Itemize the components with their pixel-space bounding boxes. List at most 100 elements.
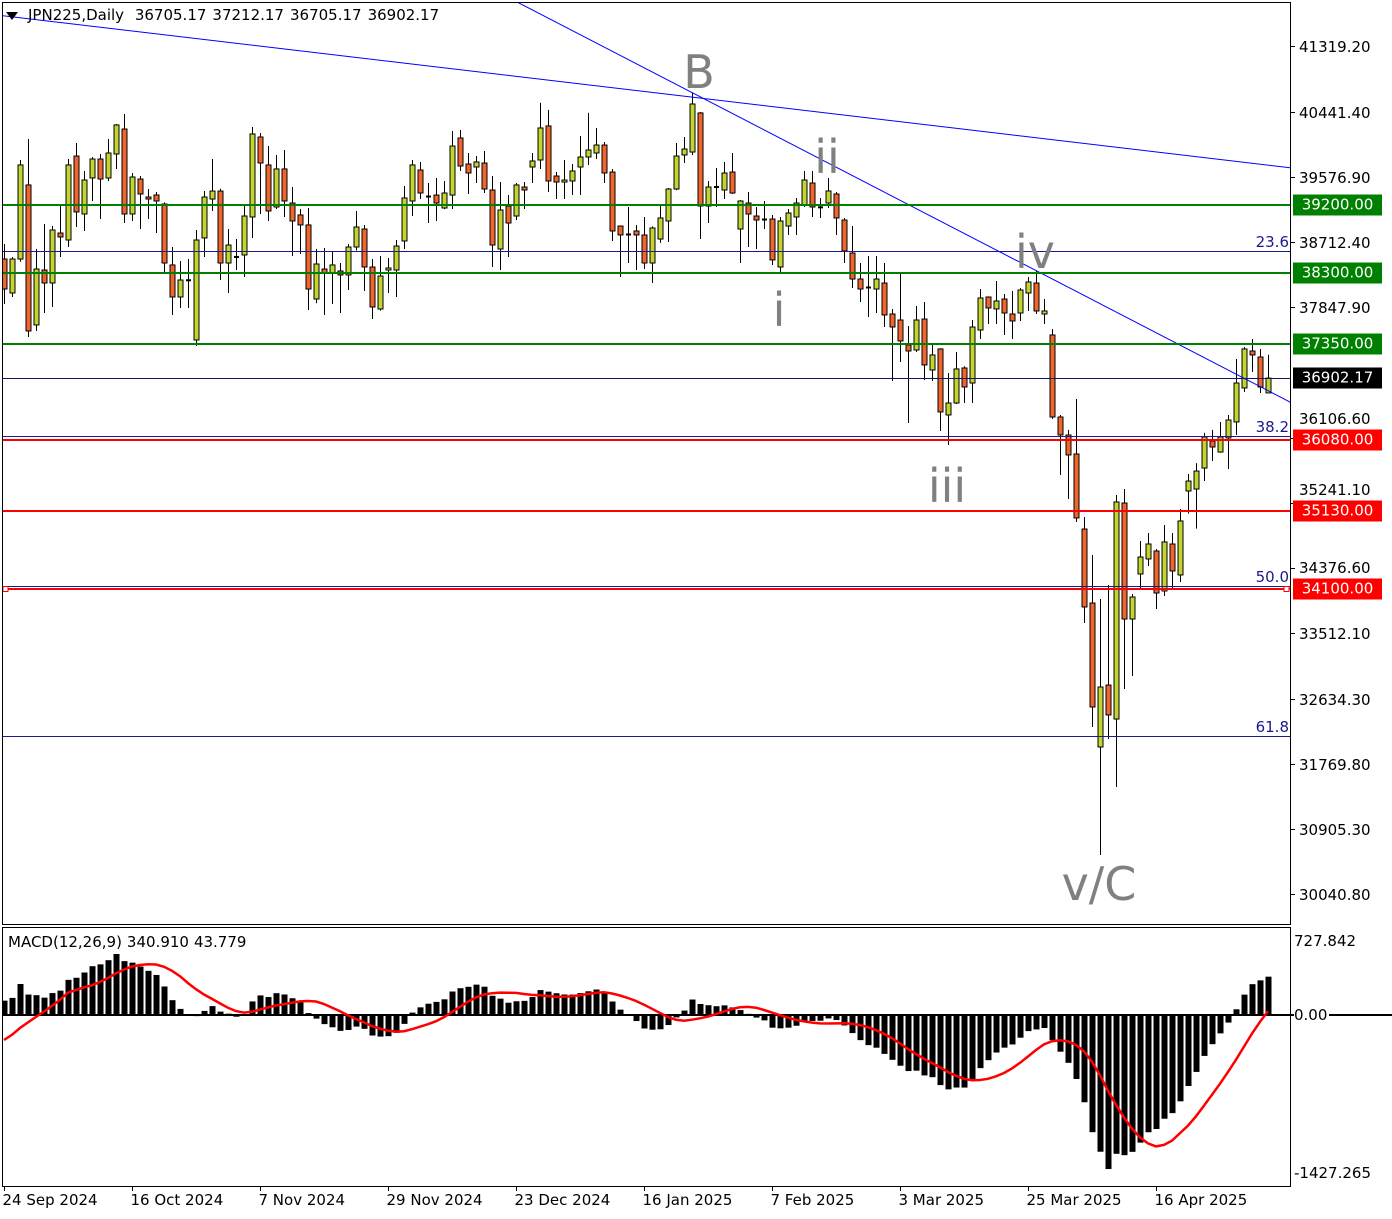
candle-body-bear: [121, 128, 128, 215]
macd-histogram-bar: [857, 1015, 864, 1041]
trendline[interactable]: [0, 0, 1300, 407]
macd-plot-frame: [2, 927, 1291, 1187]
selection-handle[interactable]: [1283, 586, 1290, 592]
candle: [89, 156, 96, 201]
macd-histogram-bar: [977, 1015, 984, 1069]
macd-histogram-bar: [1009, 1015, 1016, 1045]
candle: [1017, 287, 1024, 321]
candle: [714, 167, 719, 207]
candle-body-bull: [1017, 289, 1024, 314]
candle: [753, 206, 760, 249]
candle: [57, 204, 64, 257]
candle-body-bull: [49, 229, 56, 284]
candle: [217, 188, 224, 280]
candle-body-bull: [673, 155, 680, 190]
macd-histogram-bar: [89, 966, 96, 1015]
candle-body-bear: [1073, 453, 1080, 519]
candle-body-bull: [705, 186, 712, 207]
candle-body-bear: [161, 203, 168, 264]
macd-histogram-bar: [553, 993, 560, 1015]
macd-histogram-bar: [1265, 976, 1272, 1015]
candle-body-bull: [529, 160, 536, 168]
candle: [225, 229, 232, 294]
candle-body-bear: [601, 144, 608, 174]
candle: [1113, 494, 1120, 787]
candle-body-bull: [1113, 501, 1120, 720]
candle-body-bear: [3, 258, 8, 290]
macd-histogram-bar: [649, 1015, 656, 1030]
macd-layer: [3, 953, 1290, 1170]
candle-body-bear: [937, 348, 944, 413]
macd-histogram-bar: [161, 986, 168, 1015]
candle: [745, 192, 752, 247]
candle: [41, 223, 48, 314]
candle-body-bull: [977, 297, 984, 331]
trendline[interactable]: [0, 15, 1300, 169]
macd-histogram-bar: [409, 1012, 416, 1015]
candle-body-bear: [881, 282, 888, 316]
macd-histogram-bar: [249, 1001, 256, 1015]
candle: [465, 153, 472, 194]
macd-histogram-bar: [577, 993, 584, 1015]
candle-body-bull: [1233, 382, 1240, 423]
macd-histogram-bar: [193, 1015, 200, 1017]
candle-body-bear: [633, 230, 640, 236]
macd-histogram-bar: [73, 977, 80, 1015]
macd-histogram-bar: [257, 995, 264, 1015]
candle-body-bull: [409, 164, 416, 202]
candle: [209, 159, 216, 211]
chart-objects-layer: [0, 0, 1300, 737]
candle: [825, 177, 832, 208]
main-plot-frame: [2, 2, 1291, 925]
candle: [385, 257, 392, 294]
candle: [353, 210, 360, 251]
candle: [1193, 463, 1200, 529]
candle-body-bull: [193, 239, 200, 341]
candle: [417, 162, 424, 200]
candle: [529, 153, 536, 184]
candle: [585, 112, 592, 165]
candle-body-bull: [569, 170, 576, 182]
candle: [1025, 276, 1032, 311]
candle: [809, 170, 816, 217]
macd-histogram-bar: [3, 1000, 8, 1015]
macd-histogram-bar: [297, 1001, 304, 1015]
candle-body-bear: [1001, 298, 1008, 314]
candle-body-bear: [369, 266, 376, 308]
candle-body-bull: [353, 226, 360, 248]
candle-body-bear: [137, 178, 144, 195]
macd-histogram-bar: [1025, 1015, 1032, 1032]
candle-body-bear: [609, 171, 616, 232]
candle: [305, 207, 312, 310]
candle: [257, 133, 264, 214]
candle-body-bear: [297, 214, 304, 226]
macd-histogram-bar: [41, 997, 48, 1015]
macd-histogram-bar: [1073, 1015, 1080, 1080]
candle-body-bull: [969, 326, 976, 384]
macd-histogram-bar: [153, 974, 160, 1015]
candle: [993, 280, 1000, 324]
candle-body-bull: [1193, 470, 1200, 490]
candle: [937, 348, 944, 431]
macd-histogram-bar: [1185, 1015, 1192, 1086]
macd-histogram-bar: [689, 999, 696, 1015]
macd-histogram-bar: [993, 1015, 1000, 1053]
candle-body-bull: [953, 368, 960, 404]
candle: [537, 102, 544, 169]
candle-body-bear: [1009, 313, 1016, 322]
macd-histogram-bar: [241, 1013, 248, 1015]
candle-body-bull: [241, 215, 248, 256]
candle: [393, 240, 400, 297]
selection-handle[interactable]: [3, 586, 9, 592]
macd-histogram-bar: [313, 1015, 320, 1019]
candle: [17, 160, 24, 262]
candle: [145, 189, 152, 219]
candle-body-bull: [33, 268, 40, 326]
candle: [737, 200, 744, 264]
candle: [1185, 473, 1192, 514]
candle: [673, 143, 680, 191]
candle-body-bear: [1121, 502, 1128, 620]
macd-histogram-bar: [217, 1011, 224, 1015]
macd-histogram-bar: [273, 993, 280, 1015]
